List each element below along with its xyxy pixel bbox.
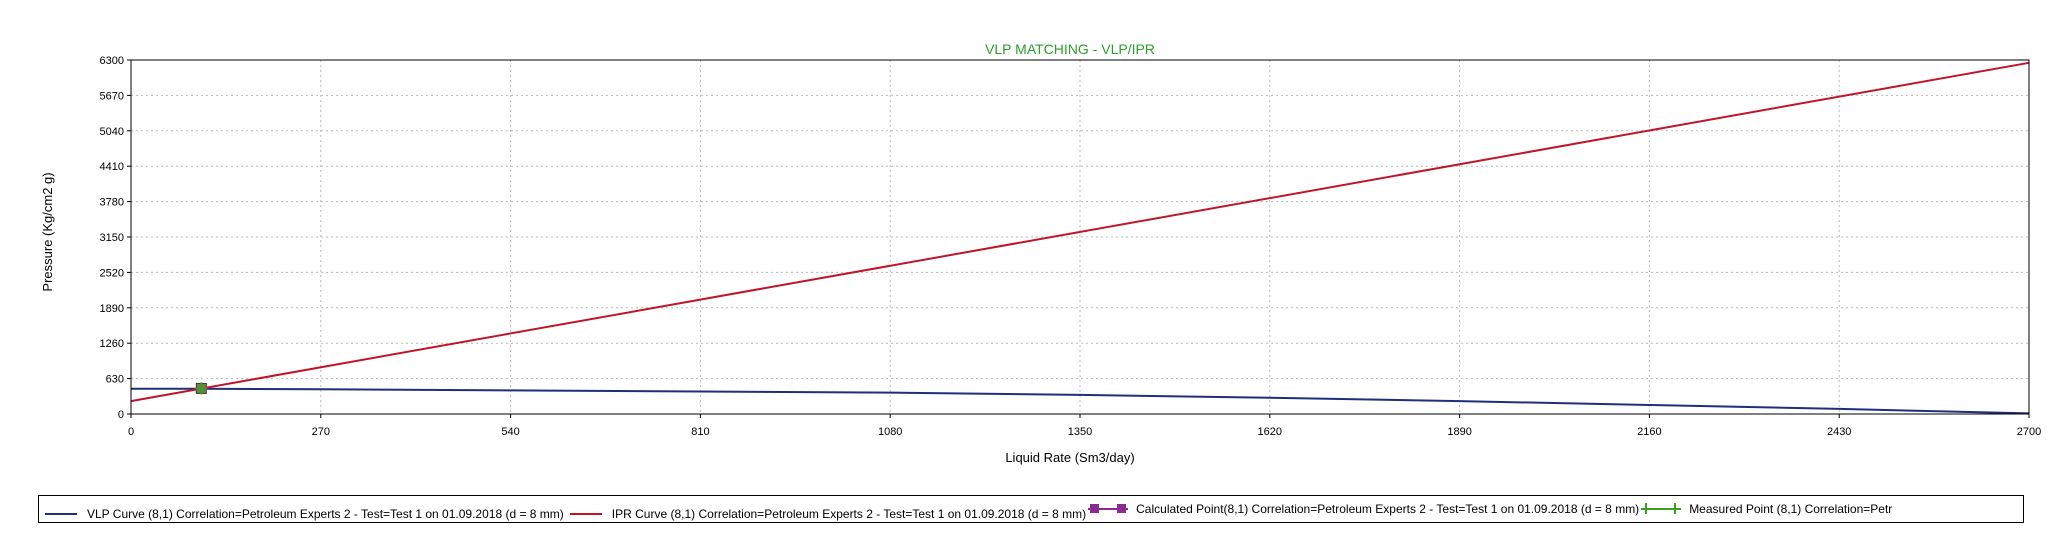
y-tick-label: 3150 [100,232,124,244]
legend-cross-marker [1641,503,1682,515]
x-tick-label: 1620 [1258,426,1282,438]
legend-label: IPR Curve (8,1) Correlation=Petroleum Ex… [611,507,1087,521]
legend-line-swatch [569,513,602,515]
chart-title: VLP MATCHING - VLP/IPR [985,41,1155,57]
y-tick-label: 2520 [100,267,124,279]
series-line-ipr [130,61,2030,403]
legend: VLP Curve (8,1) Correlation=Petroleum Ex… [38,495,2024,523]
legend-item-measured: Measured Point (8,1) Correlation=Petr [1639,496,1892,522]
x-tick-label: 810 [691,426,709,438]
x-tick-label: 1080 [878,426,902,438]
x-tick-label: 2700 [2017,426,2041,438]
y-tick-label: 1890 [100,303,124,315]
y-tick-label: 6300 [100,55,124,67]
y-tick-label: 0 [118,409,124,421]
x-tick-label: 2160 [1637,426,1661,438]
x-axis-title: Liquid Rate (Sm3/day) [1005,450,1134,465]
y-tick-label: 630 [106,374,124,386]
measured-point-marker [195,382,208,395]
y-tick-label: 4410 [100,161,124,173]
y-tick-label: 1260 [100,338,124,350]
y-axis-title: Pressure (Kg/cm2 g) [40,172,55,291]
x-tick-label: 2430 [1827,426,1851,438]
legend-square-marker [1088,503,1129,515]
legend-label: VLP Curve (8,1) Correlation=Petroleum Ex… [87,507,564,521]
x-tick-label: 0 [128,426,134,438]
plot-frame [130,59,2030,415]
legend-item-vlp: VLP Curve (8,1) Correlation=Petroleum Ex… [39,501,564,522]
y-axis-ticks: 0 630 1260 1890 2520 3150 3780 4410 5040 5670 6300 [100,55,131,421]
legend-line-swatch [45,513,77,515]
legend-label: Measured Point (8,1) Correlation=Petr [1689,502,1893,516]
grid [131,60,2029,414]
legend-label: Calculated Point(8,1) Correlation=Petrol… [1136,502,1640,516]
legend-item-ipr: IPR Curve (8,1) Correlation=Petroleum Ex… [564,501,1087,522]
y-tick-label: 3780 [100,197,124,209]
series-layer [130,61,2030,415]
x-tick-label: 270 [312,426,330,438]
x-tick-label: 540 [501,426,519,438]
series-line-vlp [131,387,2030,415]
y-tick-label: 5670 [100,90,124,102]
x-tick-label: 1350 [1068,426,1092,438]
legend-item-calculated: Calculated Point(8,1) Correlation=Petrol… [1086,496,1639,522]
x-tick-label: 1890 [1447,426,1471,438]
y-tick-label: 5040 [100,126,124,138]
x-axis-ticks: 0 270 540 810 1080 1350 1620 1890 2160 2430 2700 [128,414,2041,438]
